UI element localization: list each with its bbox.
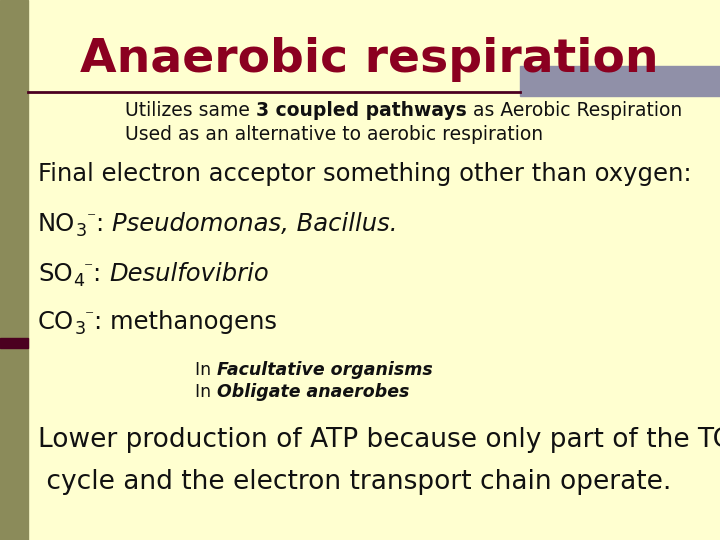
Text: 3 coupled pathways: 3 coupled pathways	[256, 100, 467, 119]
Text: as Aerobic Respiration: as Aerobic Respiration	[467, 100, 682, 119]
Text: Facultative organisms: Facultative organisms	[217, 361, 433, 379]
Text: :: :	[96, 212, 112, 236]
Text: Desulfovibrio: Desulfovibrio	[109, 262, 269, 286]
Text: NO: NO	[38, 212, 76, 236]
Text: 4: 4	[73, 272, 84, 289]
Text: Anaerobic respiration: Anaerobic respiration	[80, 37, 659, 83]
Text: ⁻: ⁻	[86, 210, 96, 227]
Text: SO: SO	[38, 262, 73, 286]
Text: In: In	[195, 361, 217, 379]
Text: : methanogens: : methanogens	[94, 310, 277, 334]
Text: ⁻: ⁻	[84, 259, 93, 278]
Text: 3: 3	[74, 320, 85, 338]
Text: Utilizes same: Utilizes same	[125, 100, 256, 119]
Bar	[520, 66, 720, 96]
Text: Lower production of ATP because only part of the TCA: Lower production of ATP because only par…	[38, 427, 720, 453]
Text: cycle and the electron transport chain operate.: cycle and the electron transport chain o…	[38, 469, 671, 495]
Bar	[0, 0, 28, 540]
Text: Obligate anaerobes: Obligate anaerobes	[217, 383, 409, 401]
Text: CO: CO	[38, 310, 74, 334]
Text: 3: 3	[76, 221, 86, 240]
Text: Used as an alternative to aerobic respiration: Used as an alternative to aerobic respir…	[125, 125, 543, 144]
Text: In: In	[195, 383, 217, 401]
Bar	[0, 338, 28, 348]
Text: :: :	[93, 262, 109, 286]
Text: Pseudomonas, Bacillus.: Pseudomonas, Bacillus.	[112, 212, 397, 236]
Text: Final electron acceptor something other than oxygen:: Final electron acceptor something other …	[38, 162, 692, 186]
Text: ⁻: ⁻	[85, 307, 94, 326]
